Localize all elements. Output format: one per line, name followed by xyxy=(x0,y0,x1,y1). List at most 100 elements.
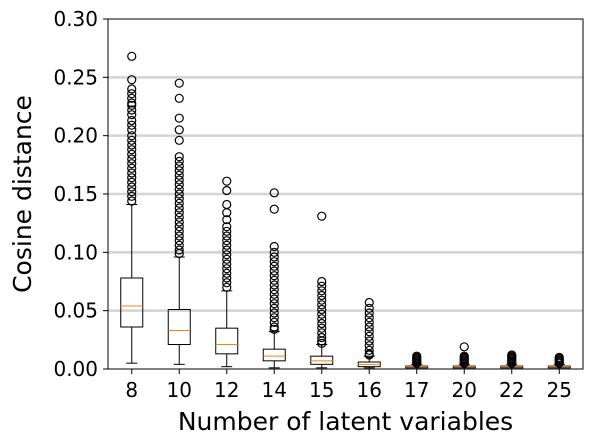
outlier-point xyxy=(174,161,184,171)
outlier-point xyxy=(174,156,184,166)
outlier-point xyxy=(269,261,279,271)
outlier-point xyxy=(269,303,279,313)
outlier-point xyxy=(269,313,279,323)
box-body xyxy=(262,348,286,362)
outlier-point xyxy=(174,78,184,88)
outlier-point xyxy=(127,135,137,145)
outlier-point xyxy=(174,212,184,222)
outlier-point xyxy=(222,199,232,210)
outlier-point xyxy=(364,308,374,318)
x-tick-label: 16 xyxy=(357,378,382,402)
outlier-point xyxy=(174,240,184,250)
box-8 xyxy=(120,51,144,364)
x-tick-label: 12 xyxy=(214,378,239,402)
outlier-point xyxy=(317,318,327,329)
outlier-point xyxy=(174,198,184,208)
outlier-point xyxy=(174,194,184,204)
outlier-point xyxy=(174,203,184,213)
box-20 xyxy=(452,342,476,370)
outlier-point xyxy=(174,231,184,241)
outlier-point xyxy=(174,248,184,259)
outlier-point xyxy=(174,135,184,145)
x-tick-label: 22 xyxy=(499,378,524,402)
outlier-point xyxy=(174,152,184,162)
outlier-point xyxy=(317,281,327,291)
outlier-point xyxy=(222,185,232,196)
y-tick-label: 0.25 xyxy=(53,65,98,89)
outlier-point xyxy=(127,168,137,178)
outlier-point xyxy=(507,358,517,368)
outlier-point xyxy=(222,208,232,218)
outlier-point xyxy=(269,257,279,267)
x-tick-label: 10 xyxy=(167,378,192,402)
outlier-point xyxy=(269,188,279,198)
outlier-point xyxy=(127,159,137,169)
outlier-point xyxy=(222,268,232,278)
gridlines xyxy=(108,76,583,312)
boxes xyxy=(120,51,571,370)
outlier-point xyxy=(317,211,327,221)
outlier-point xyxy=(127,105,137,115)
outlier-point xyxy=(364,327,374,337)
outlier-point xyxy=(269,280,279,290)
outlier-point xyxy=(269,324,279,334)
outlier-point xyxy=(127,173,137,183)
y-axis-ticks: 0.00 0.05 0.10 0.15 0.20 0.25 0.30 xyxy=(53,7,108,381)
outlier-point xyxy=(364,297,374,308)
outlier-point xyxy=(317,300,327,310)
outlier-point xyxy=(459,342,469,352)
outlier-point xyxy=(127,100,137,110)
outlier-point xyxy=(317,314,327,324)
outlier-point xyxy=(364,303,374,313)
box-22 xyxy=(500,350,524,370)
box-body xyxy=(215,327,239,355)
outlier-point xyxy=(127,125,137,135)
box-body xyxy=(120,277,144,328)
outlier-point xyxy=(269,294,279,304)
outlier-point xyxy=(222,264,232,274)
outlier-point xyxy=(222,278,232,288)
outlier-point xyxy=(174,170,184,180)
box-10 xyxy=(167,78,191,365)
outlier-point xyxy=(269,252,279,262)
outlier-point xyxy=(317,328,327,338)
outlier-point xyxy=(317,332,327,343)
outlier-point xyxy=(127,84,137,94)
outlier-point xyxy=(174,226,184,236)
outlier-point xyxy=(364,317,374,327)
box-15 xyxy=(310,211,334,369)
box-14 xyxy=(262,188,286,369)
outlier-point xyxy=(174,180,184,190)
outlier-point xyxy=(269,275,279,285)
outlier-point xyxy=(317,304,327,315)
outlier-point xyxy=(174,184,184,194)
outlier-point xyxy=(222,226,232,236)
x-tick-label: 8 xyxy=(125,378,138,402)
box-body xyxy=(167,309,191,345)
outlier-point xyxy=(317,338,327,348)
outlier-point xyxy=(127,154,137,164)
outlier-point xyxy=(222,254,232,264)
box-17 xyxy=(405,351,429,370)
outlier-point xyxy=(269,322,279,332)
y-tick-label: 0.15 xyxy=(53,182,98,206)
outlier-point xyxy=(317,286,327,296)
box-12 xyxy=(215,176,239,368)
outlier-point xyxy=(269,204,279,214)
x-tick-label: 17 xyxy=(404,378,429,402)
outlier-point xyxy=(364,350,374,360)
outlier-point xyxy=(127,120,137,130)
outlier-point xyxy=(269,317,279,327)
outlier-point xyxy=(174,175,184,185)
outlier-point xyxy=(269,308,279,318)
outlier-point xyxy=(269,271,279,281)
outlier-point xyxy=(269,241,279,252)
box-16 xyxy=(357,297,381,369)
outlier-point xyxy=(317,323,327,333)
outlier-point xyxy=(222,259,232,269)
outlier-point xyxy=(269,285,279,295)
outlier-point xyxy=(222,215,232,225)
outlier-point xyxy=(127,177,137,187)
x-axis-label: Number of latent variables xyxy=(178,407,513,436)
outlier-point xyxy=(317,276,327,287)
